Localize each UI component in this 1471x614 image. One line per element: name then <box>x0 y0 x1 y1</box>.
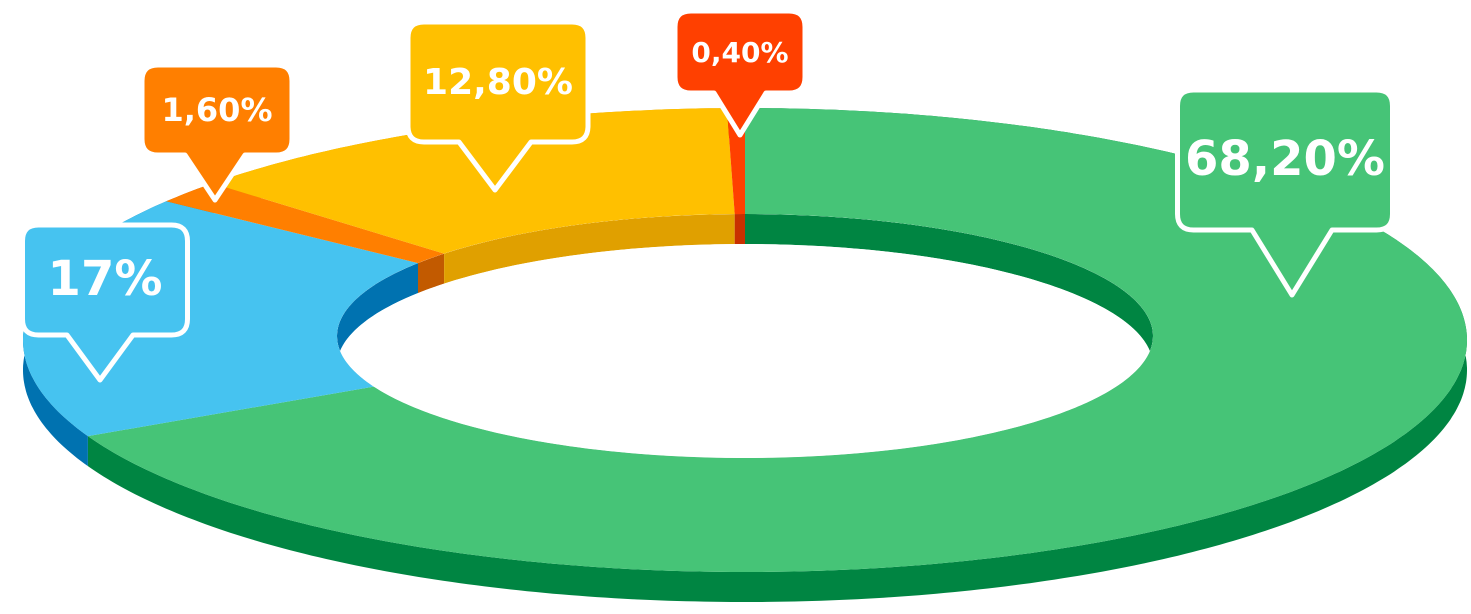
slice <box>212 108 735 254</box>
callout <box>1175 87 1395 298</box>
callout <box>405 19 591 193</box>
data-label: 12,80% <box>423 62 573 103</box>
inner-wall <box>734 214 745 244</box>
data-label: 68,20% <box>1185 131 1385 187</box>
slice <box>87 108 1467 572</box>
data-label: 1,60% <box>161 91 272 129</box>
slice <box>166 183 445 264</box>
hole-floor <box>337 244 1153 458</box>
callout <box>20 222 190 383</box>
data-label: 0,40% <box>691 36 788 69</box>
inner-wall <box>444 214 735 284</box>
callout <box>139 62 295 203</box>
inner-wall <box>418 253 445 294</box>
data-label: 17% <box>48 251 163 307</box>
callout <box>672 8 808 138</box>
